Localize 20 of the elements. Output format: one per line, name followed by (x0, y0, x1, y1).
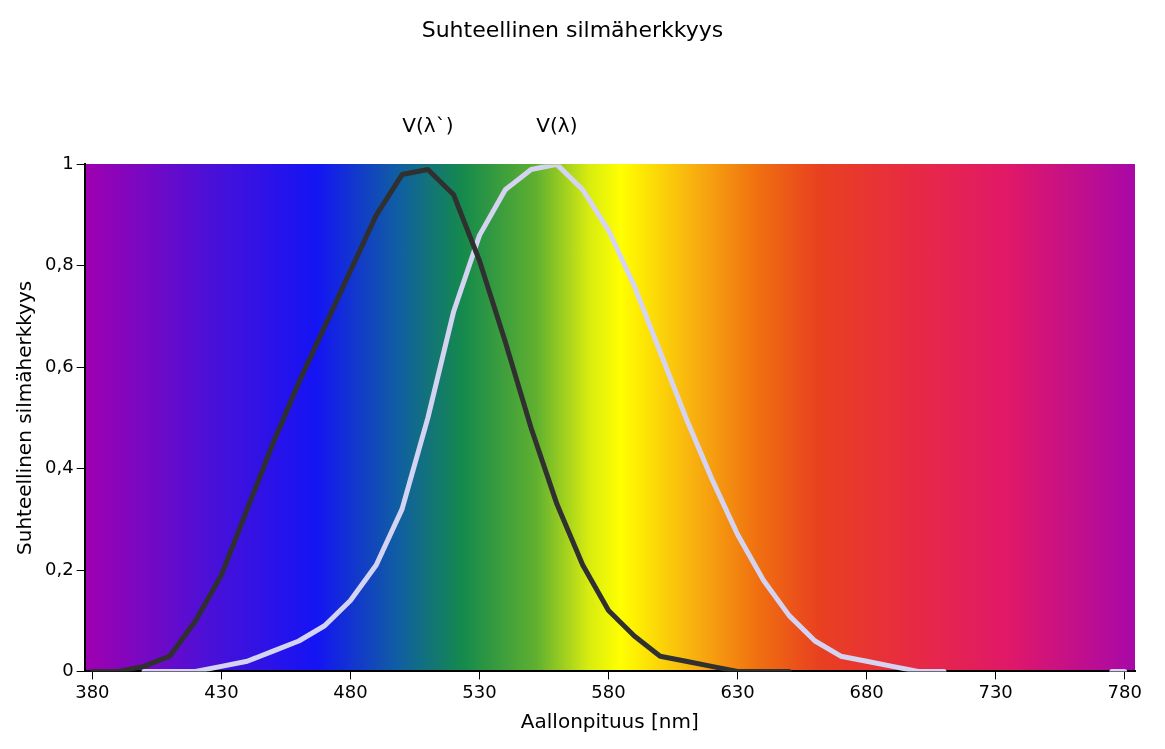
x-tick-label: 530 (462, 680, 497, 702)
x-tick-label: 780 (1107, 680, 1142, 702)
y-tick-label: 0,4 (44, 456, 74, 478)
x-tick-label: 730 (978, 680, 1013, 702)
chart-title: Suhteellinen silmäherkkyys (421, 16, 724, 42)
x-tick-label: 680 (849, 680, 884, 702)
x-axis-title: Aallonpituus [nm] (520, 709, 699, 734)
x-tick-label: 580 (591, 680, 626, 702)
y-tick-label: 1 (62, 152, 74, 174)
y-tick-label: 0,2 (44, 557, 74, 579)
x-tick-label: 380 (75, 680, 110, 702)
y-tick-label: 0 (62, 659, 74, 681)
y-tick-label: 0,6 (44, 354, 74, 376)
series-label: V(λ) (536, 112, 578, 137)
series-label: V(λ`) (402, 112, 454, 137)
y-tick-label: 0,8 (44, 253, 74, 275)
x-tick-label: 630 (720, 680, 755, 702)
x-tick-label: 430 (204, 680, 239, 702)
x-tick-label: 480 (333, 680, 368, 702)
y-axis-title: Suhteellinen silmäherkkyys (12, 280, 37, 555)
